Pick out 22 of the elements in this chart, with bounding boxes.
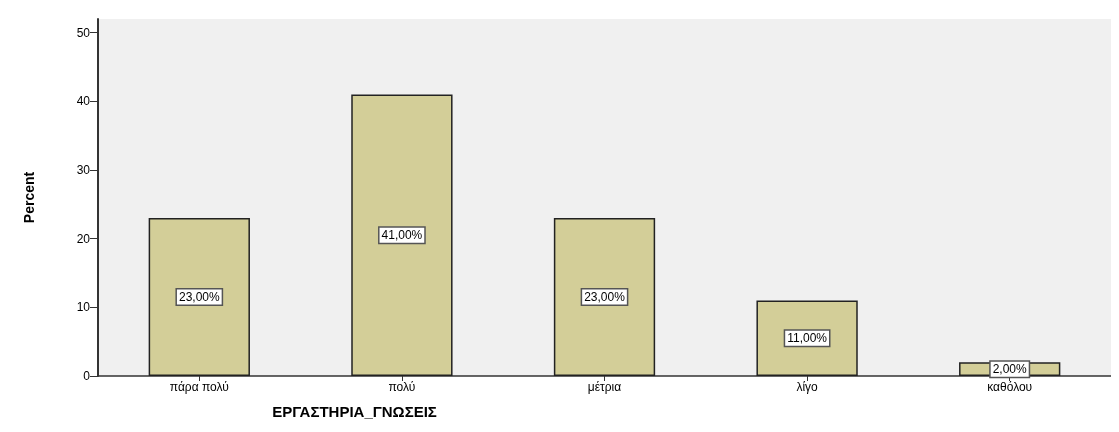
y-tick-label: 10 <box>76 300 91 315</box>
y-axis-title: Percent <box>21 171 37 224</box>
x-axis-title: ΕΡΓΑΣΤΗΡΙΑ_ΓΝΩΣΕΙΣ <box>272 403 437 420</box>
data-label: 23,00% <box>584 290 626 305</box>
bar <box>756 300 858 376</box>
y-tick-label: 30 <box>76 163 91 178</box>
bar <box>351 94 453 376</box>
y-tick-label: 0 <box>83 369 91 383</box>
x-tick-label: λίγο <box>796 380 819 394</box>
data-label: 23,00% <box>178 290 220 305</box>
x-tick-label: καθόλου <box>987 380 1033 394</box>
x-tick-label: πάρα πολύ <box>169 380 229 394</box>
y-tick-label: 50 <box>76 25 91 40</box>
y-tick-label: 40 <box>76 94 91 109</box>
x-tick-label: μέτρια <box>587 380 622 394</box>
bar <box>148 218 250 376</box>
data-label: 11,00% <box>787 331 828 346</box>
x-tick-label: πολύ <box>388 380 416 394</box>
bar <box>553 218 656 376</box>
data-label: 41,00% <box>381 228 423 243</box>
y-tick-label: 20 <box>76 231 91 246</box>
data-label: 2,00% <box>992 362 1028 377</box>
